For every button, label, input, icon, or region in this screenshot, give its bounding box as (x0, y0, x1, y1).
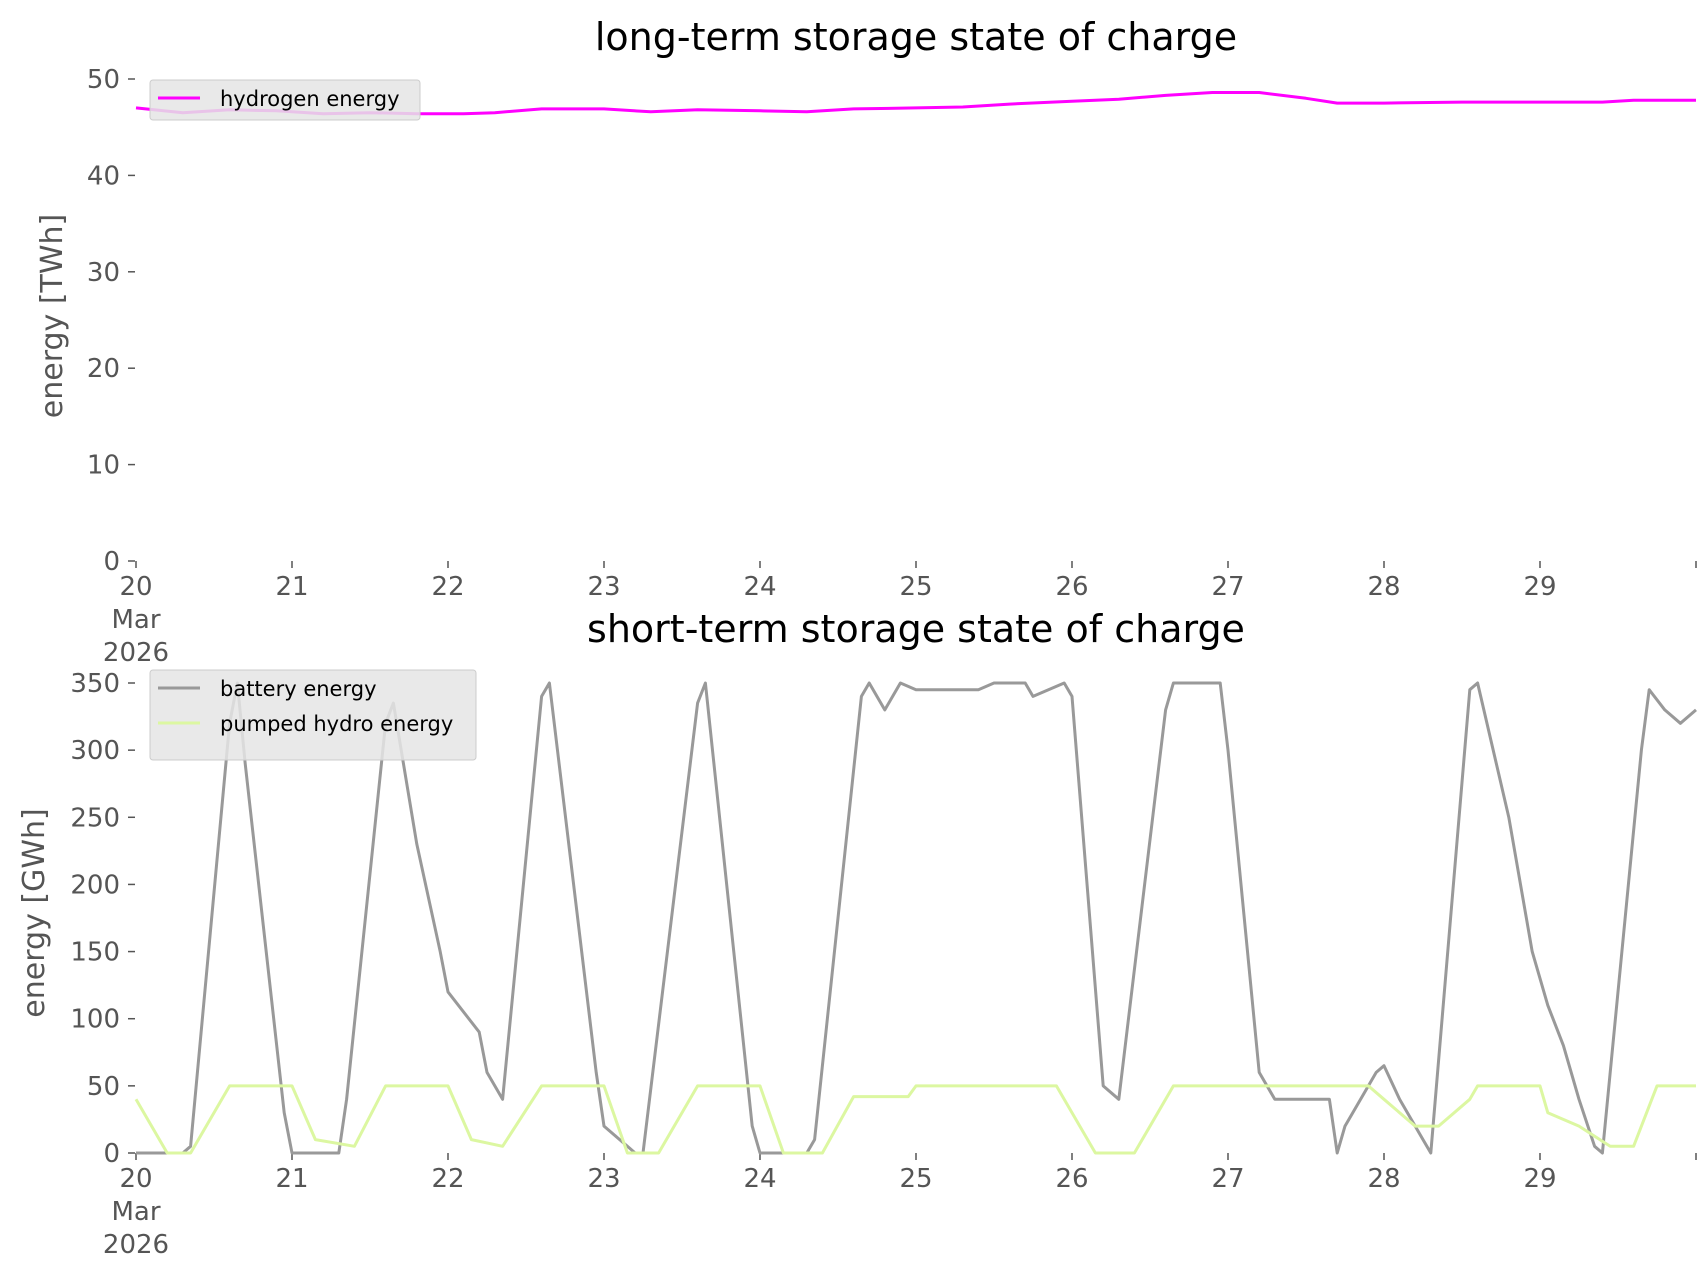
legend-box (149, 79, 421, 121)
x-tick-label: 22 (431, 572, 464, 602)
series-line (134, 1084, 1696, 1155)
x-tick-label: 21 (275, 1164, 308, 1194)
x-tick-label: 29 (1523, 1164, 1556, 1194)
x-tick-sublabel: Mar (111, 1197, 160, 1227)
x-tick-label: 28 (1367, 1164, 1400, 1194)
x-tick-label: 26 (1055, 1164, 1088, 1194)
y-tick-label: 0 (103, 547, 120, 577)
series-line (136, 681, 1697, 1155)
legend: hydrogen energy (149, 79, 421, 121)
y-tick-label: 0 (103, 1139, 120, 1169)
y-tick-label: 300 (70, 736, 120, 766)
y-tick-label: 30 (87, 258, 120, 288)
x-tick-label: 22 (431, 1164, 464, 1194)
legend-label: pumped hydro energy (220, 712, 453, 736)
y-tick-label: 100 (70, 1005, 120, 1035)
x-tick-label: 25 (899, 572, 932, 602)
x-tick-label: 24 (743, 572, 776, 602)
x-tick-label: 26 (1055, 572, 1088, 602)
chart-title: long-term storage state of charge (595, 15, 1237, 59)
y-tick-label: 50 (87, 1072, 120, 1102)
legend-label: battery energy (220, 677, 377, 701)
x-tick-label: 27 (1211, 1164, 1244, 1194)
y-tick-label: 10 (87, 451, 120, 481)
x-tick-label: 28 (1367, 572, 1400, 602)
legend-label: hydrogen energy (220, 87, 400, 111)
x-tick-sublabel: 2026 (103, 638, 169, 668)
x-tick-sublabel: Mar (111, 605, 160, 635)
legend: battery energy pumped hydro energy (149, 669, 477, 761)
x-tick-label: 27 (1211, 572, 1244, 602)
long-term-storage-panel: long-term storage state of charge energy… (35, 15, 1697, 668)
legend-box (149, 669, 477, 761)
x-tick-label: 24 (743, 1164, 776, 1194)
x-tick-label: 21 (275, 572, 308, 602)
chart-title: short-term storage state of charge (587, 607, 1245, 651)
short-term-storage-panel: short-term storage state of charge energ… (17, 607, 1697, 1260)
x-tick-label: 20 (119, 1164, 152, 1194)
x-tick-sublabel: 2026 (103, 1230, 169, 1260)
x-tick-label: 20 (119, 572, 152, 602)
y-axis-label: energy [TWh] (35, 214, 70, 418)
x-tick-label: 23 (587, 572, 620, 602)
x-tick-label: 23 (587, 1164, 620, 1194)
y-tick-label: 350 (70, 669, 120, 699)
y-tick-label: 50 (87, 65, 120, 95)
series-lines (134, 681, 1697, 1155)
y-tick-label: 20 (87, 354, 120, 384)
x-tick-label: 25 (899, 1164, 932, 1194)
y-tick-label: 200 (70, 870, 120, 900)
y-tick-label: 250 (70, 803, 120, 833)
x-tick-label: 29 (1523, 572, 1556, 602)
y-tick-label: 40 (87, 161, 120, 191)
y-tick-label: 150 (70, 938, 120, 968)
y-axis-label: energy [GWh] (17, 808, 52, 1017)
